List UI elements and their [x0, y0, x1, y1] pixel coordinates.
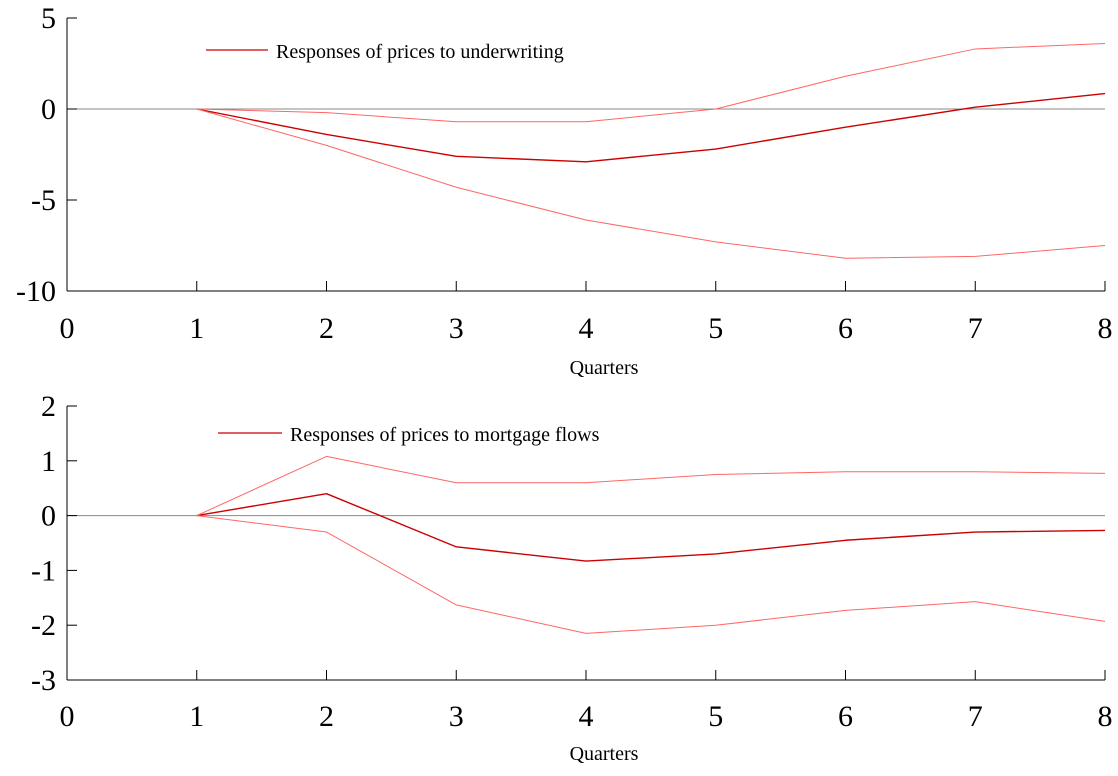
x-tick-label: 8 [1098, 700, 1113, 733]
y-tick-label: -10 [16, 275, 56, 308]
y-tick-label: 0 [41, 500, 56, 533]
series-line-lower-band [197, 109, 1105, 258]
x-tick-label: 1 [189, 312, 204, 345]
x-tick-label: 6 [838, 700, 853, 733]
legend-label: Responses of prices to underwriting [276, 41, 564, 63]
x-tick-label: 5 [708, 312, 723, 345]
x-tick-label: 4 [579, 700, 594, 733]
x-tick-label: 2 [319, 312, 334, 345]
x-axis-label: Quarters [570, 357, 639, 379]
legend-label: Responses of prices to mortgage flows [290, 424, 600, 446]
x-tick-label: 1 [189, 700, 204, 733]
y-tick-label: 5 [41, 2, 56, 35]
x-tick-label: 8 [1098, 312, 1113, 345]
y-tick-label: -1 [31, 554, 56, 587]
series-line-upper-band [197, 456, 1105, 515]
x-tick-label: 3 [449, 312, 464, 345]
x-tick-label: 5 [708, 700, 723, 733]
y-tick-label: 0 [41, 93, 56, 126]
series-line-point-estimate [197, 494, 1105, 561]
series-line-point-estimate [197, 94, 1105, 162]
x-tick-label: 0 [60, 312, 75, 345]
x-tick-label: 2 [319, 700, 334, 733]
y-tick-label: 2 [41, 390, 56, 423]
x-tick-label: 6 [838, 312, 853, 345]
x-tick-label: 7 [968, 700, 983, 733]
y-tick-label: -3 [31, 664, 56, 697]
x-tick-label: 7 [968, 312, 983, 345]
y-tick-label: -5 [31, 184, 56, 217]
y-tick-label: 1 [41, 445, 56, 478]
x-tick-label: 4 [579, 312, 594, 345]
x-axis-label: Quarters [570, 743, 639, 765]
x-tick-label: 3 [449, 700, 464, 733]
series-line-lower-band [197, 516, 1105, 634]
x-tick-label: 0 [60, 700, 75, 733]
y-tick-label: -2 [31, 609, 56, 642]
